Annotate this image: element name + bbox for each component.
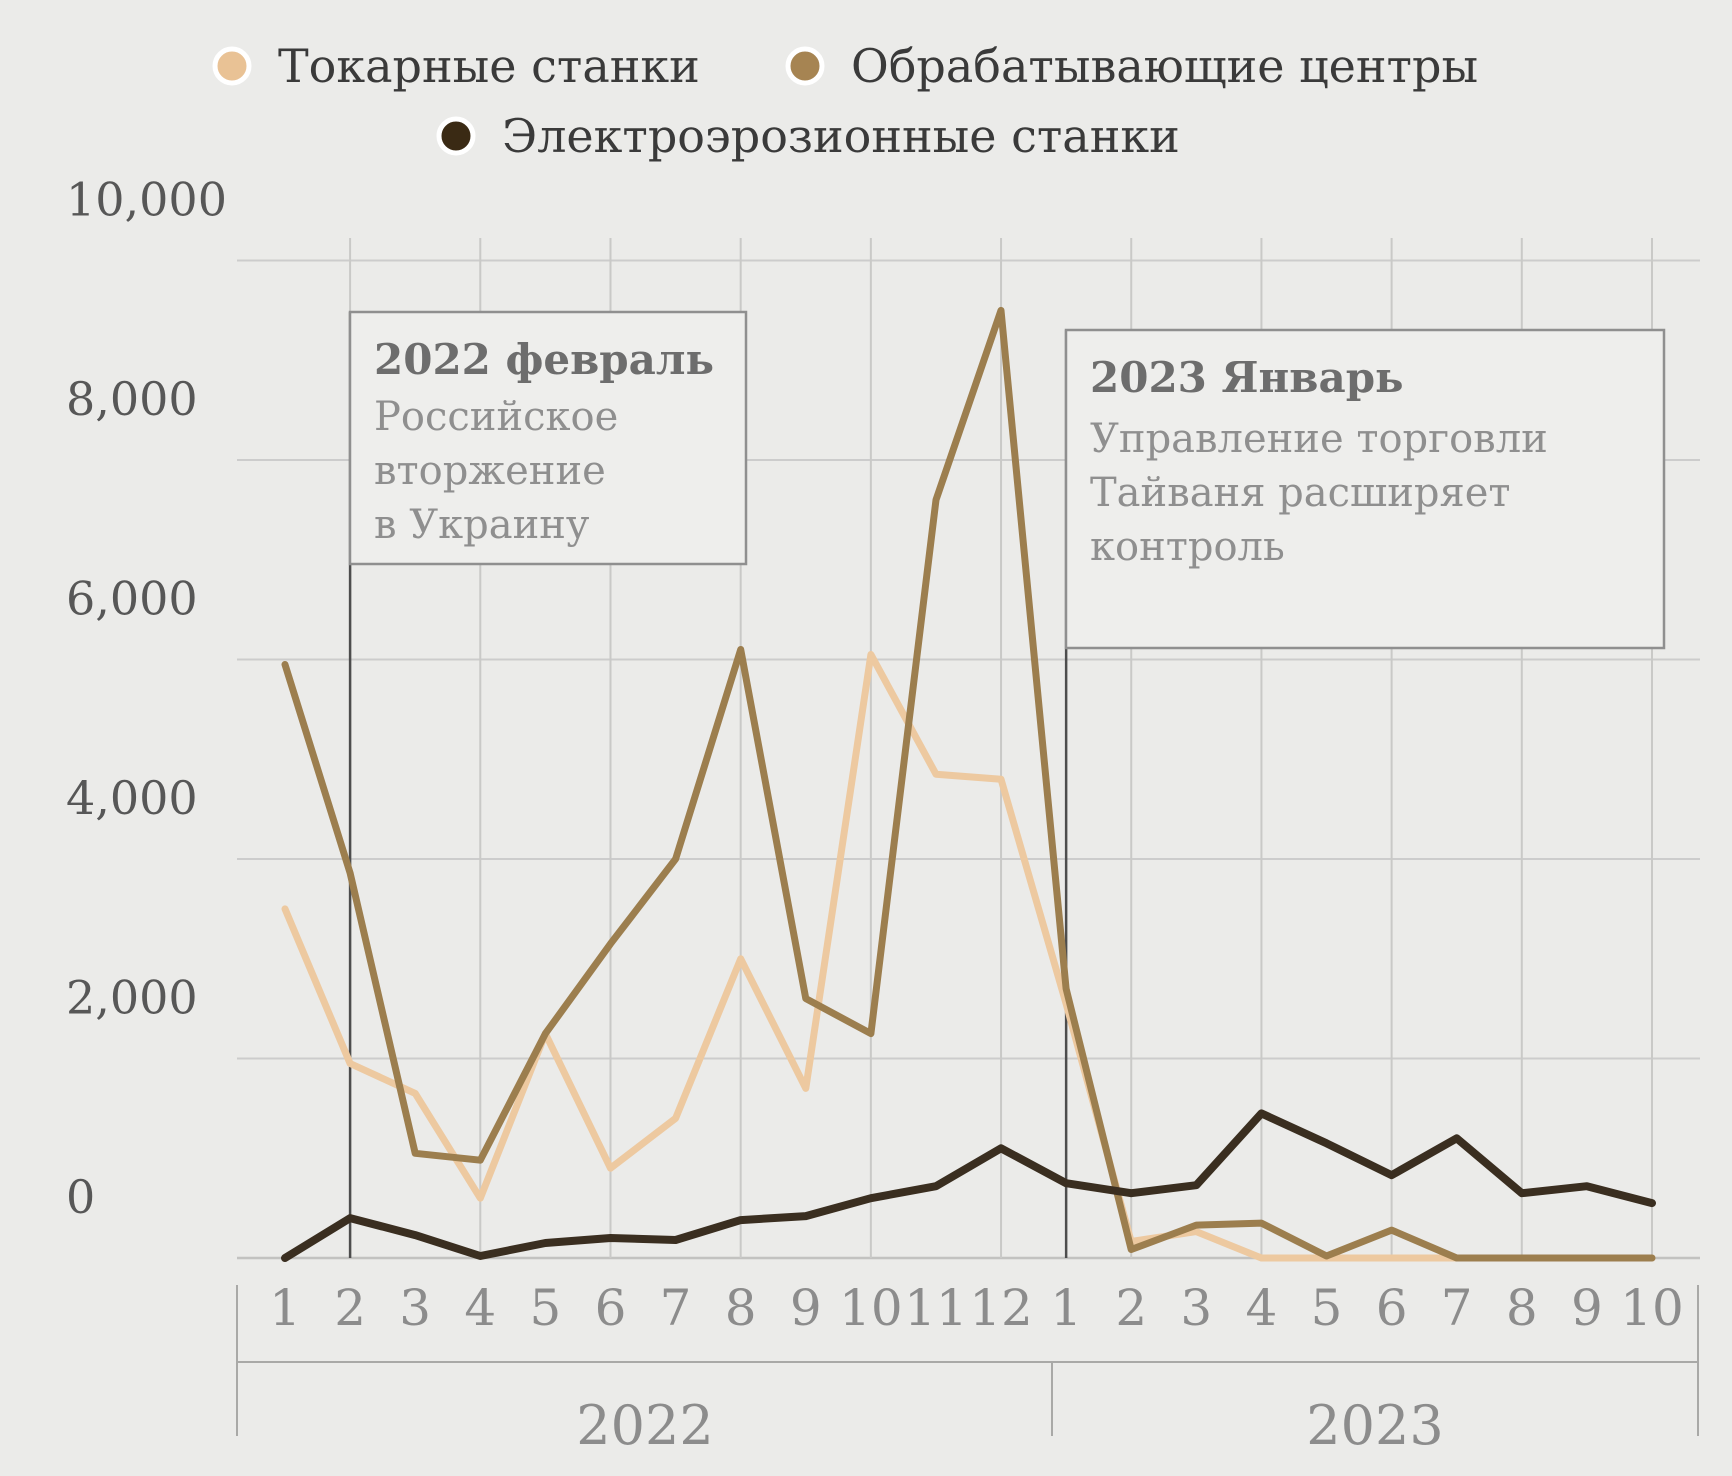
month-tick-label: 8 (725, 1279, 757, 1337)
month-tick-label: 11 (904, 1279, 968, 1337)
annotation-2023-jan: 2023 Январь Управление торговли Тайваня … (1064, 328, 1666, 650)
year-brackets: 2022 2023 (236, 1285, 1699, 1457)
month-tick-label: 9 (790, 1279, 822, 1337)
annotation-text-line: вторжение (374, 448, 606, 494)
legend-label-edm: Электроэрозионные станки (502, 109, 1180, 163)
annotation-box (1064, 328, 1666, 650)
month-tick-label: 3 (399, 1279, 431, 1337)
y-tick-labels: 10,000 8,000 6,000 4,000 2,000 0 (66, 173, 227, 1225)
series-lines (281, 306, 1656, 1262)
month-tick-label: 12 (969, 1279, 1033, 1337)
month-tick-label: 4 (1246, 1279, 1278, 1337)
series-line-lathes (281, 651, 1656, 1262)
month-tick-label: 6 (595, 1279, 627, 1337)
month-tick-label: 10 (839, 1279, 903, 1337)
y-tick-label: 0 (66, 1170, 95, 1224)
month-tick-label: 10 (1620, 1279, 1684, 1337)
series-line-edm (281, 1109, 1656, 1262)
y-tick-label: 8,000 (66, 372, 198, 426)
month-tick-label: 5 (1311, 1279, 1343, 1337)
month-tick-label: 2 (334, 1279, 366, 1337)
y-tick-label: 10,000 (66, 173, 227, 227)
legend-label-machining-centers: Обрабатывающие центры (851, 39, 1478, 93)
annotation-box (348, 310, 748, 566)
month-tick-label: 8 (1506, 1279, 1538, 1337)
month-tick-label: 1 (1050, 1279, 1082, 1337)
annotation-text-line: в Украину (374, 502, 590, 548)
month-tick-label: 6 (1376, 1279, 1408, 1337)
month-tick-label: 2 (1115, 1279, 1147, 1337)
annotation-text-line: Российское (374, 394, 618, 440)
legend-dot-edm (436, 116, 476, 156)
annotation-text-line: контроль (1090, 524, 1285, 570)
annotation-text-line: Тайваня расширяет (1090, 470, 1511, 516)
annotation-2022-feb: 2022 февраль Российское вторжение в Укра… (348, 310, 748, 566)
month-tick-label: 1 (269, 1279, 301, 1337)
year-label-2023: 2023 (1306, 1394, 1443, 1457)
annotation-text-line: Управление торговли (1090, 416, 1548, 462)
annotation-title: 2022 февраль (374, 335, 714, 384)
legend-dot-machining-centers (785, 46, 825, 86)
month-tick-label: 7 (660, 1279, 692, 1337)
legend-label-lathes: Токарные станки (278, 39, 700, 93)
x-tick-labels: 1 2 3 4 5 6 7 8 9 10 11 12 1 2 3 4 5 6 7 8 9 10 (269, 1279, 1684, 1337)
month-tick-label: 3 (1180, 1279, 1212, 1337)
y-tick-label: 6,000 (66, 572, 198, 626)
legend-dot-lathes (212, 46, 252, 86)
year-label-2022: 2022 (576, 1394, 713, 1457)
y-tick-label: 2,000 (66, 971, 198, 1025)
legend: Токарные станки Обрабатывающие центры Эл… (212, 39, 1478, 163)
month-tick-label: 7 (1441, 1279, 1473, 1337)
annotation-title: 2023 Январь (1090, 353, 1404, 402)
series-line-machining-centers (281, 306, 1656, 1262)
month-tick-label: 9 (1571, 1279, 1603, 1337)
y-tick-label: 4,000 (66, 771, 198, 825)
month-tick-label: 5 (529, 1279, 561, 1337)
month-tick-label: 4 (464, 1279, 496, 1337)
